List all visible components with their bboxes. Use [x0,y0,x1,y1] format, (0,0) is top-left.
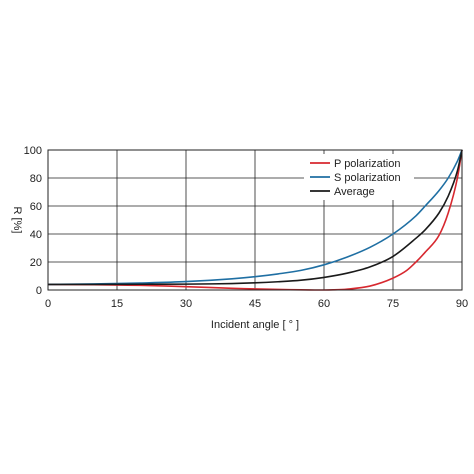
plot-frame [47,149,463,291]
legend: P polarization S polarization Average [304,154,414,200]
y-tick-label: 0 [36,285,42,297]
legend-label: Average [334,186,375,198]
x-tick-labels: 0 15 30 45 60 75 90 [45,298,468,310]
x-tick-label: 15 [111,298,123,310]
x-tick-label: 90 [456,298,468,310]
legend-label: P polarization [334,158,400,170]
x-tick-label: 0 [45,298,51,310]
series-line-average [47,149,463,286]
y-tick-label: 40 [30,229,42,241]
y-tick-label: 60 [30,201,42,213]
series-line-s-polarization [47,149,463,286]
x-tick-label: 30 [180,298,192,310]
y-tick-labels: 0 20 40 60 80 100 [24,145,42,297]
legend-label: S polarization [334,172,401,184]
x-axis-title: Incident angle [ ° ] [211,319,299,331]
x-tick-label: 60 [318,298,330,310]
x-tick-label: 75 [387,298,399,310]
x-tick-label: 45 [249,298,261,310]
y-axis-title: R [%] [11,207,23,234]
y-tick-label: 80 [30,173,42,185]
y-tick-label: 100 [24,145,42,157]
y-tick-label: 20 [30,257,42,269]
